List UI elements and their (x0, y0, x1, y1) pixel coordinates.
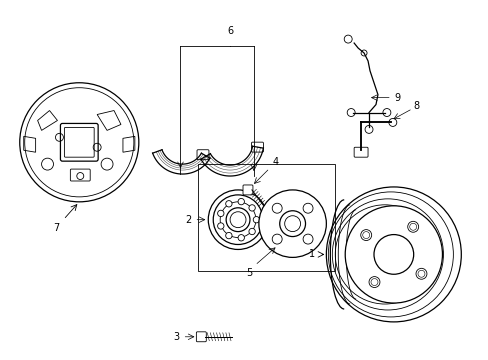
Circle shape (272, 234, 282, 244)
Circle shape (20, 83, 139, 202)
FancyBboxPatch shape (243, 185, 252, 195)
Text: 6: 6 (226, 26, 233, 36)
Circle shape (217, 223, 224, 229)
FancyBboxPatch shape (197, 150, 208, 159)
Circle shape (217, 210, 224, 217)
Circle shape (225, 233, 232, 239)
Text: 8: 8 (413, 100, 419, 111)
Circle shape (272, 203, 282, 213)
Circle shape (345, 206, 442, 303)
Text: 7: 7 (53, 222, 60, 233)
Circle shape (253, 216, 259, 223)
Text: 2: 2 (185, 215, 191, 225)
Text: 3: 3 (173, 332, 179, 342)
Text: 1: 1 (309, 249, 315, 260)
Text: 4: 4 (272, 157, 278, 167)
Circle shape (238, 198, 244, 205)
FancyBboxPatch shape (196, 332, 206, 342)
Text: 9: 9 (394, 93, 400, 103)
Circle shape (248, 228, 255, 235)
Circle shape (208, 190, 267, 249)
Circle shape (238, 235, 244, 241)
Circle shape (225, 201, 232, 207)
Circle shape (225, 208, 249, 231)
Circle shape (303, 203, 312, 213)
FancyBboxPatch shape (251, 142, 263, 152)
Bar (198, 164, 335, 271)
Circle shape (258, 190, 325, 257)
Circle shape (279, 211, 305, 237)
Circle shape (248, 205, 255, 211)
Circle shape (303, 234, 312, 244)
Text: 5: 5 (245, 268, 252, 278)
